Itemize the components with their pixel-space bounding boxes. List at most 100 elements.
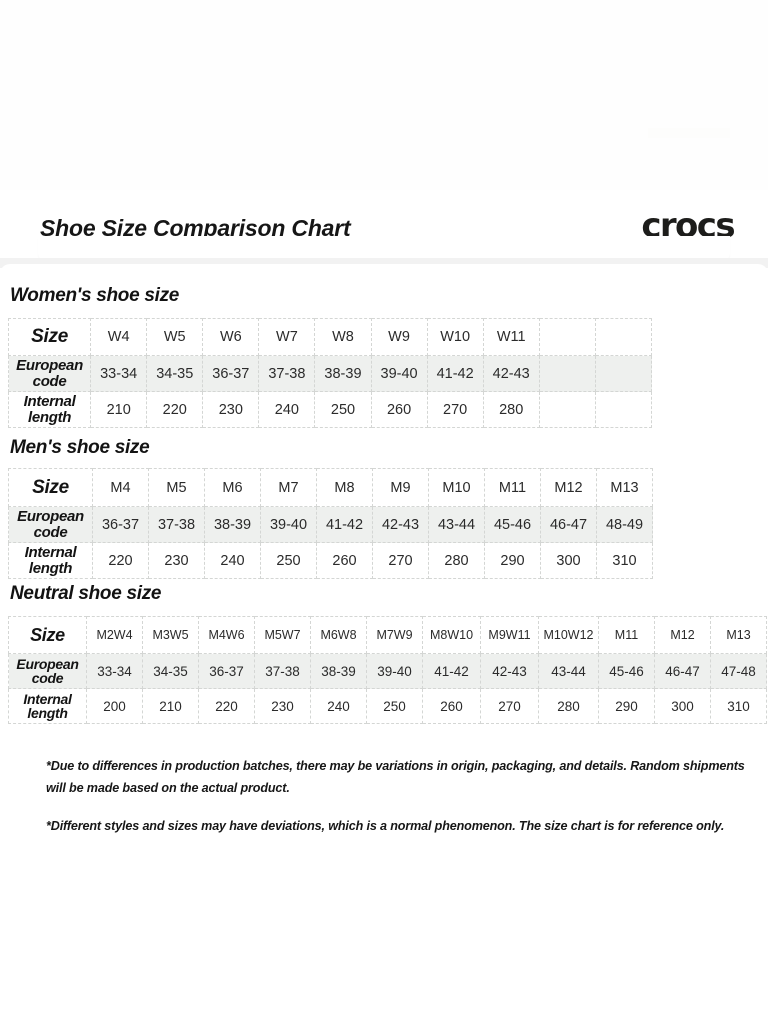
cell-value: 230 [254,688,311,724]
cell-empty [594,391,653,428]
cell-value: 310 [596,542,653,579]
cell-value: 38-39 [314,355,372,392]
cell-value: 250 [260,542,317,579]
header-divider-strip [0,258,768,268]
column-header: M13 [710,616,767,654]
cell-value: 260 [316,542,373,579]
column-header: M4 [92,468,149,507]
cell-value: 290 [598,688,655,724]
column-header: M5 [148,468,205,507]
cell-value: 43-44 [428,506,485,543]
cell-value: 270 [480,688,539,724]
cell-value: 36-37 [202,355,260,392]
column-header: M9 [372,468,429,507]
table-row-internal-length-neutral: Internal length 200 210 220 230 240 250 … [8,688,767,724]
cell-value: 34-35 [142,653,199,689]
mens-size-table: Size M4 M5 M6 M7 M8 M9 M10 M11 M12 M13 E… [8,468,653,579]
bottom-blank-area [0,860,768,1024]
column-header: W10 [426,318,484,356]
row-header-internal-length: Internal length [8,688,87,724]
column-header: W6 [202,318,260,356]
cell-value: 48-49 [596,506,653,543]
cell-value: 39-40 [260,506,317,543]
section-heading-women: Women's shoe size [10,285,180,306]
content-card-top [0,264,768,278]
cell-value: 47-48 [710,653,767,689]
row-header-size: Size [8,616,87,654]
row-header-internal-length: Internal length [7,391,92,428]
column-header: W11 [482,318,540,356]
section-heading-neutral: Neutral shoe size [10,583,162,604]
row-header-line-2: length [28,559,73,577]
cell-value: 240 [310,688,367,724]
column-header: M8W10 [422,616,481,654]
cell-value: 250 [314,391,372,428]
cell-value: 230 [148,542,205,579]
cell-value: 210 [142,688,199,724]
column-header: M2W4 [86,616,143,654]
neutral-size-table: Size M2W4 M3W5 M4W6 M5W7 M6W8 M7W9 M8W10… [8,616,767,724]
row-header-size: Size [7,318,92,356]
row-header-line-2: length [27,408,72,426]
column-header: W7 [258,318,316,356]
column-header: M11 [598,616,655,654]
table-row-european-code-neutral: European code 33-34 34-35 36-37 37-38 38… [8,653,767,689]
footnote-production-batches: *Due to differences in production batche… [46,759,745,795]
row-header-line-1: European [16,357,83,375]
cell-empty [538,391,596,428]
cell-value: 36-37 [198,653,255,689]
row-header-line-2: code [32,372,67,390]
cell-value: 210 [90,391,148,428]
row-header-line-1: Internal [23,393,76,411]
cell-value: 42-43 [482,355,540,392]
column-header: M5W7 [254,616,311,654]
table-row-size-men: Size M4 M5 M6 M7 M8 M9 M10 M11 M12 M13 [8,468,653,507]
cell-value: 260 [422,688,481,724]
column-header: M10 [428,468,485,507]
table-row-european-code-men: European code 36-37 37-38 38-39 39-40 41… [8,506,653,543]
cell-value: 240 [204,542,261,579]
cell-value: 38-39 [310,653,367,689]
row-header-european-code: European code [8,506,93,543]
cell-value: 290 [484,542,541,579]
cell-value: 34-35 [146,355,204,392]
row-header-line-2: code [33,523,68,541]
column-header: M12 [654,616,711,654]
column-header: M6 [204,468,261,507]
cell-value: 41-42 [422,653,481,689]
row-header-line-2: length [27,705,68,721]
column-header-empty [538,318,596,356]
footnote-deviations: *Different styles and sizes may have dev… [46,819,725,833]
faint-artifact [648,128,730,138]
cell-value: 240 [258,391,316,428]
cell-value: 45-46 [484,506,541,543]
row-header-internal-length: Internal length [8,542,93,579]
cell-value: 280 [428,542,485,579]
row-header-european-code: European code [8,653,87,689]
cell-value: 39-40 [370,355,428,392]
cell-empty [538,355,596,392]
top-blank-area [0,0,768,190]
cell-value: 37-38 [254,653,311,689]
row-header-line-1: Internal [23,690,72,707]
column-header: M11 [484,468,541,507]
cell-value: 38-39 [204,506,261,543]
cell-value: 33-34 [86,653,143,689]
column-header: W8 [314,318,372,356]
cell-value: 45-46 [598,653,655,689]
womens-size-table: Size W4 W5 W6 W7 W8 W9 W10 W11 European … [7,318,653,428]
column-header: M13 [596,468,653,507]
column-header: M3W5 [142,616,199,654]
column-header: M7 [260,468,317,507]
table-row-size-neutral: Size M2W4 M3W5 M4W6 M5W7 M6W8 M7W9 M8W10… [8,616,767,654]
cell-value: 37-38 [258,355,316,392]
cell-value: 220 [198,688,255,724]
cell-value: 41-42 [316,506,373,543]
row-header-line-1: Internal [24,544,77,562]
row-header-size: Size [8,468,93,507]
cell-value: 280 [482,391,540,428]
column-header-empty [594,318,653,356]
column-header: M6W8 [310,616,367,654]
table-row-size-women: Size W4 W5 W6 W7 W8 W9 W10 W11 [7,318,653,356]
cell-value: 270 [426,391,484,428]
